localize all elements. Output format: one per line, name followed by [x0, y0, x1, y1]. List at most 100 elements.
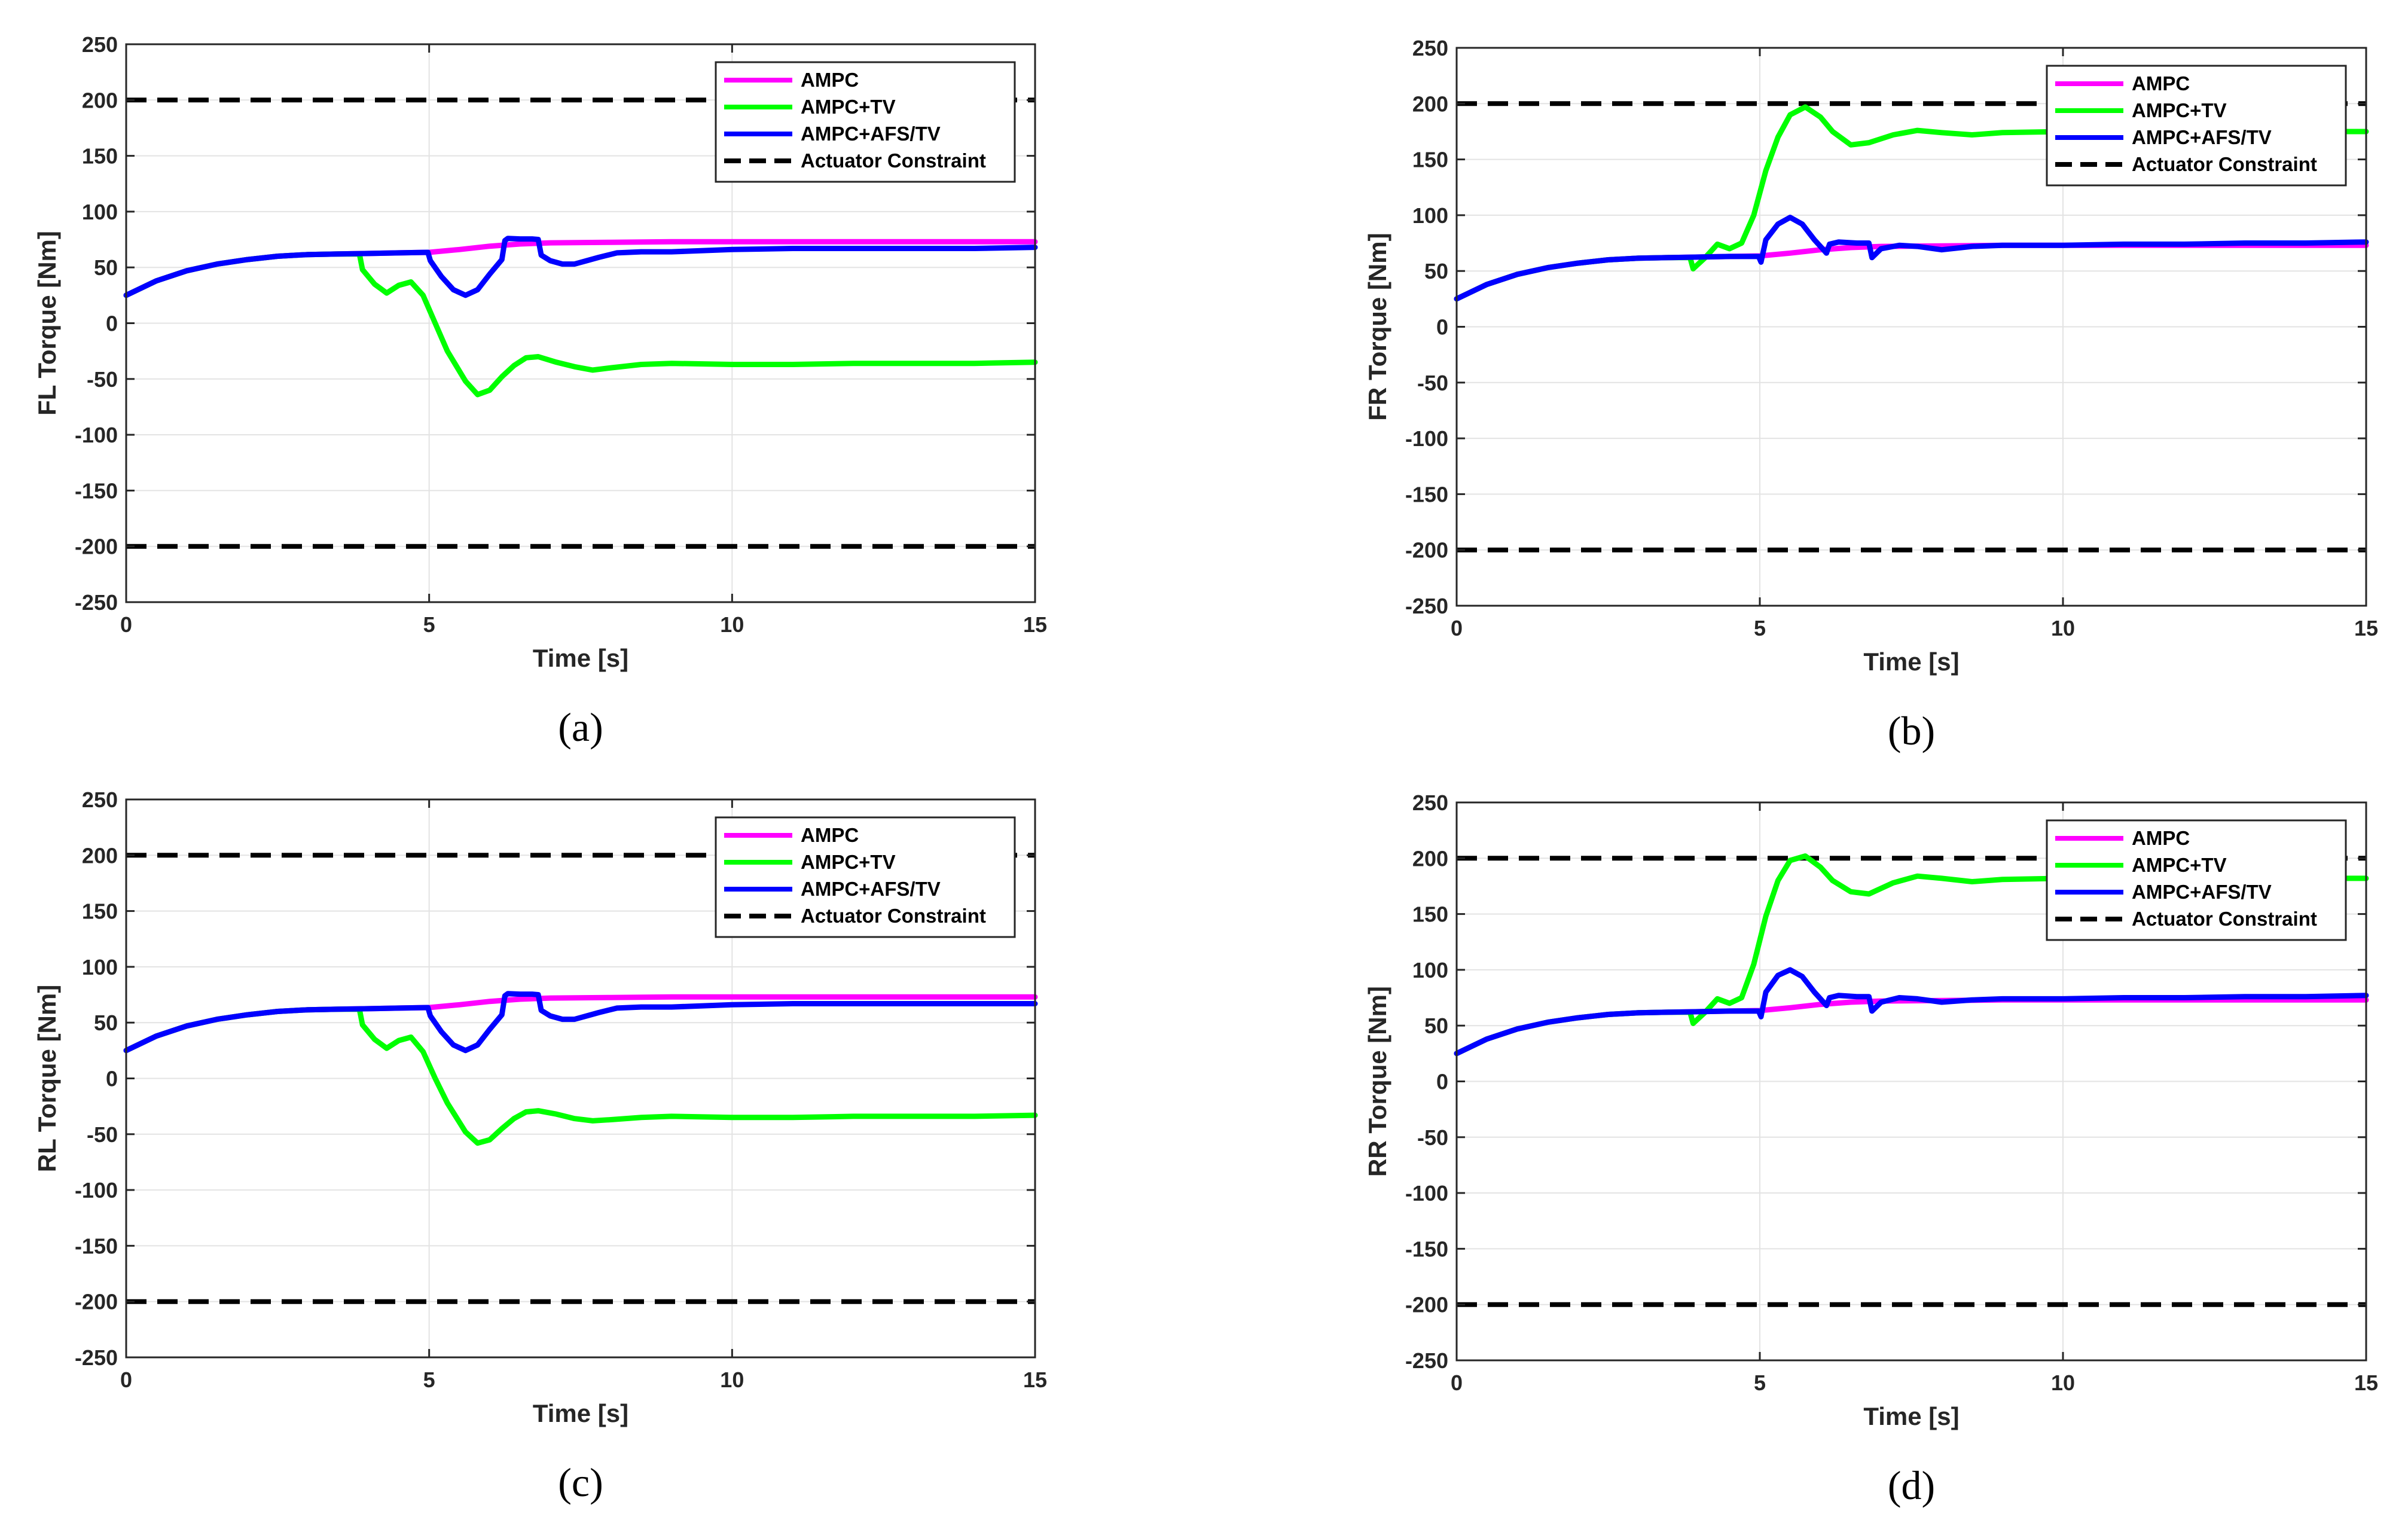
legend-label-actuator-constraint: Actuator Constraint: [801, 149, 986, 172]
x-tick-label: 15: [2354, 1371, 2378, 1395]
x-tick-label: 10: [2051, 1371, 2075, 1395]
y-tick-label: 200: [82, 843, 118, 868]
legend-label-ampc-afs-tv: AMPC+AFS/TV: [801, 878, 941, 900]
y-tick-label: -50: [1417, 371, 1448, 395]
x-tick-label: 15: [1023, 1368, 1047, 1392]
y-tick-label: -250: [1405, 1348, 1448, 1373]
legend-label-ampc: AMPC: [2132, 827, 2190, 849]
legend-label-actuator-constraint: Actuator Constraint: [2132, 153, 2317, 175]
y-tick-label: 150: [82, 899, 118, 924]
y-tick-label: 150: [1412, 902, 1448, 927]
series-line-ampc-afs-tv: [123, 991, 1038, 1054]
legend-label-ampc-tv: AMPC+TV: [801, 851, 896, 873]
y-tick-label: -250: [75, 590, 118, 615]
y-tick-label: 0: [106, 1067, 118, 1091]
y-tick-label: -150: [75, 1234, 118, 1258]
y-tick-label: -200: [1405, 538, 1448, 563]
x-tick-label: 5: [423, 612, 435, 637]
legend-label-ampc-tv: AMPC+TV: [801, 96, 896, 118]
legend-label-ampc: AMPC: [801, 824, 859, 846]
x-tick-label: 5: [423, 1368, 435, 1392]
y-tick-label: 100: [1412, 203, 1448, 228]
x-tick-label: 15: [1023, 612, 1047, 637]
chart-panel-c: 0 5 10 15 -250 -200 -150 -100 -50 0 50 100 150 200 250…: [33, 788, 1047, 1505]
x-axis-label: Time [s]: [1863, 1402, 1959, 1430]
y-tick-label: -100: [1405, 426, 1448, 451]
y-tick-label: 50: [1424, 259, 1448, 283]
y-tick-label: 250: [1412, 790, 1448, 815]
chart-panel-a: 0 5 10 15 -250 -200 -150 -100 -50 0 50 100 150 200 250…: [33, 32, 1047, 750]
y-tick-label: 50: [94, 1011, 118, 1035]
y-tick-label: 200: [1412, 91, 1448, 116]
x-tick-label: 0: [120, 1368, 132, 1392]
y-tick-label: 0: [1436, 1070, 1448, 1094]
series-line-ampc-afs-tv: [123, 236, 1038, 298]
y-tick-label: -250: [1405, 594, 1448, 618]
y-tick-label: -200: [75, 535, 118, 559]
legend-label-ampc-afs-tv: AMPC+AFS/TV: [2132, 126, 2272, 148]
y-tick-label: 200: [1412, 846, 1448, 871]
y-tick-label: 150: [1412, 148, 1448, 172]
y-tick-label: -150: [1405, 482, 1448, 506]
y-tick-label: -100: [75, 423, 118, 447]
y-axis-label: FL Torque [Nm]: [33, 231, 61, 416]
x-tick-label: 0: [1451, 1371, 1463, 1395]
x-tick-label: 0: [120, 612, 132, 637]
x-tick-label: 10: [2051, 616, 2075, 640]
gridlines: [1457, 48, 2366, 606]
x-tick-label: 10: [720, 1368, 744, 1392]
chart-panel-d: 0 5 10 15 -250 -200 -150 -100 -50 0 50 100 150 200 250…: [1363, 790, 2378, 1508]
panel-caption: (a): [558, 704, 603, 750]
y-tick-label: 250: [82, 32, 118, 57]
y-tick-label: -200: [1405, 1293, 1448, 1317]
x-axis-label: Time [s]: [533, 644, 628, 672]
legend-label-ampc-tv: AMPC+TV: [2132, 854, 2227, 876]
y-tick-label: -250: [75, 1345, 118, 1370]
x-tick-label: 15: [2354, 616, 2378, 640]
y-tick-label: 100: [1412, 958, 1448, 982]
y-tick-label: 50: [1424, 1014, 1448, 1038]
series-line-ampc-afs-tv: [1454, 215, 2369, 302]
panel-caption: (c): [558, 1460, 603, 1505]
y-tick-label: 200: [82, 88, 118, 112]
series-line-ampc-afs-tv: [1454, 967, 2369, 1057]
legend-label-ampc-tv: AMPC+TV: [2132, 99, 2227, 121]
x-tick-label: 5: [1754, 616, 1766, 640]
x-axis-label: Time [s]: [533, 1399, 628, 1427]
legend-label-actuator-constraint: Actuator Constraint: [2132, 908, 2317, 930]
y-tick-label: -50: [1417, 1125, 1448, 1150]
y-axis-label: FR Torque [Nm]: [1363, 233, 1391, 420]
y-tick-label: -150: [75, 478, 118, 503]
legend-label-ampc: AMPC: [801, 69, 859, 91]
legend: AMPC AMPC+TV AMPC+AFS/TV Actuator Constrain…: [2046, 819, 2347, 941]
legend: AMPC AMPC+TV AMPC+AFS/TV Actuator Constrain…: [715, 816, 1016, 938]
chart-panel-b: 0 5 10 15 -250 -200 -150 -100 -50 0 50 100 150 200 250…: [1363, 36, 2378, 753]
legend: AMPC AMPC+TV AMPC+AFS/TV Actuator Constrain…: [715, 61, 1016, 183]
y-axis-label: RR Torque [Nm]: [1363, 986, 1391, 1177]
y-tick-label: 250: [82, 788, 118, 812]
y-tick-label: -150: [1405, 1237, 1448, 1261]
y-tick-label: 0: [106, 312, 118, 336]
y-tick-label: -50: [87, 367, 118, 392]
y-tick-label: 250: [1412, 36, 1448, 60]
y-tick-label: -200: [75, 1290, 118, 1314]
y-tick-label: 50: [94, 255, 118, 280]
x-tick-label: 5: [1754, 1371, 1766, 1395]
y-tick-label: -100: [1405, 1181, 1448, 1205]
y-tick-label: 150: [82, 144, 118, 169]
legend-label-ampc-afs-tv: AMPC+AFS/TV: [801, 123, 941, 145]
legend-label-ampc: AMPC: [2132, 72, 2190, 94]
panel-caption: (d): [1888, 1463, 1935, 1508]
legend-label-actuator-constraint: Actuator Constraint: [801, 905, 986, 927]
x-tick-label: 0: [1451, 616, 1463, 640]
y-tick-label: 0: [1436, 315, 1448, 340]
y-tick-label: 100: [82, 955, 118, 979]
y-axis-label: RL Torque [Nm]: [33, 985, 61, 1172]
x-tick-label: 10: [720, 612, 744, 637]
legend: AMPC AMPC+TV AMPC+AFS/TV Actuator Constrain…: [2046, 65, 2347, 187]
panel-caption: (b): [1888, 708, 1935, 753]
legend-label-ampc-afs-tv: AMPC+AFS/TV: [2132, 881, 2272, 903]
y-tick-label: 100: [82, 200, 118, 224]
y-tick-label: -50: [87, 1122, 118, 1147]
